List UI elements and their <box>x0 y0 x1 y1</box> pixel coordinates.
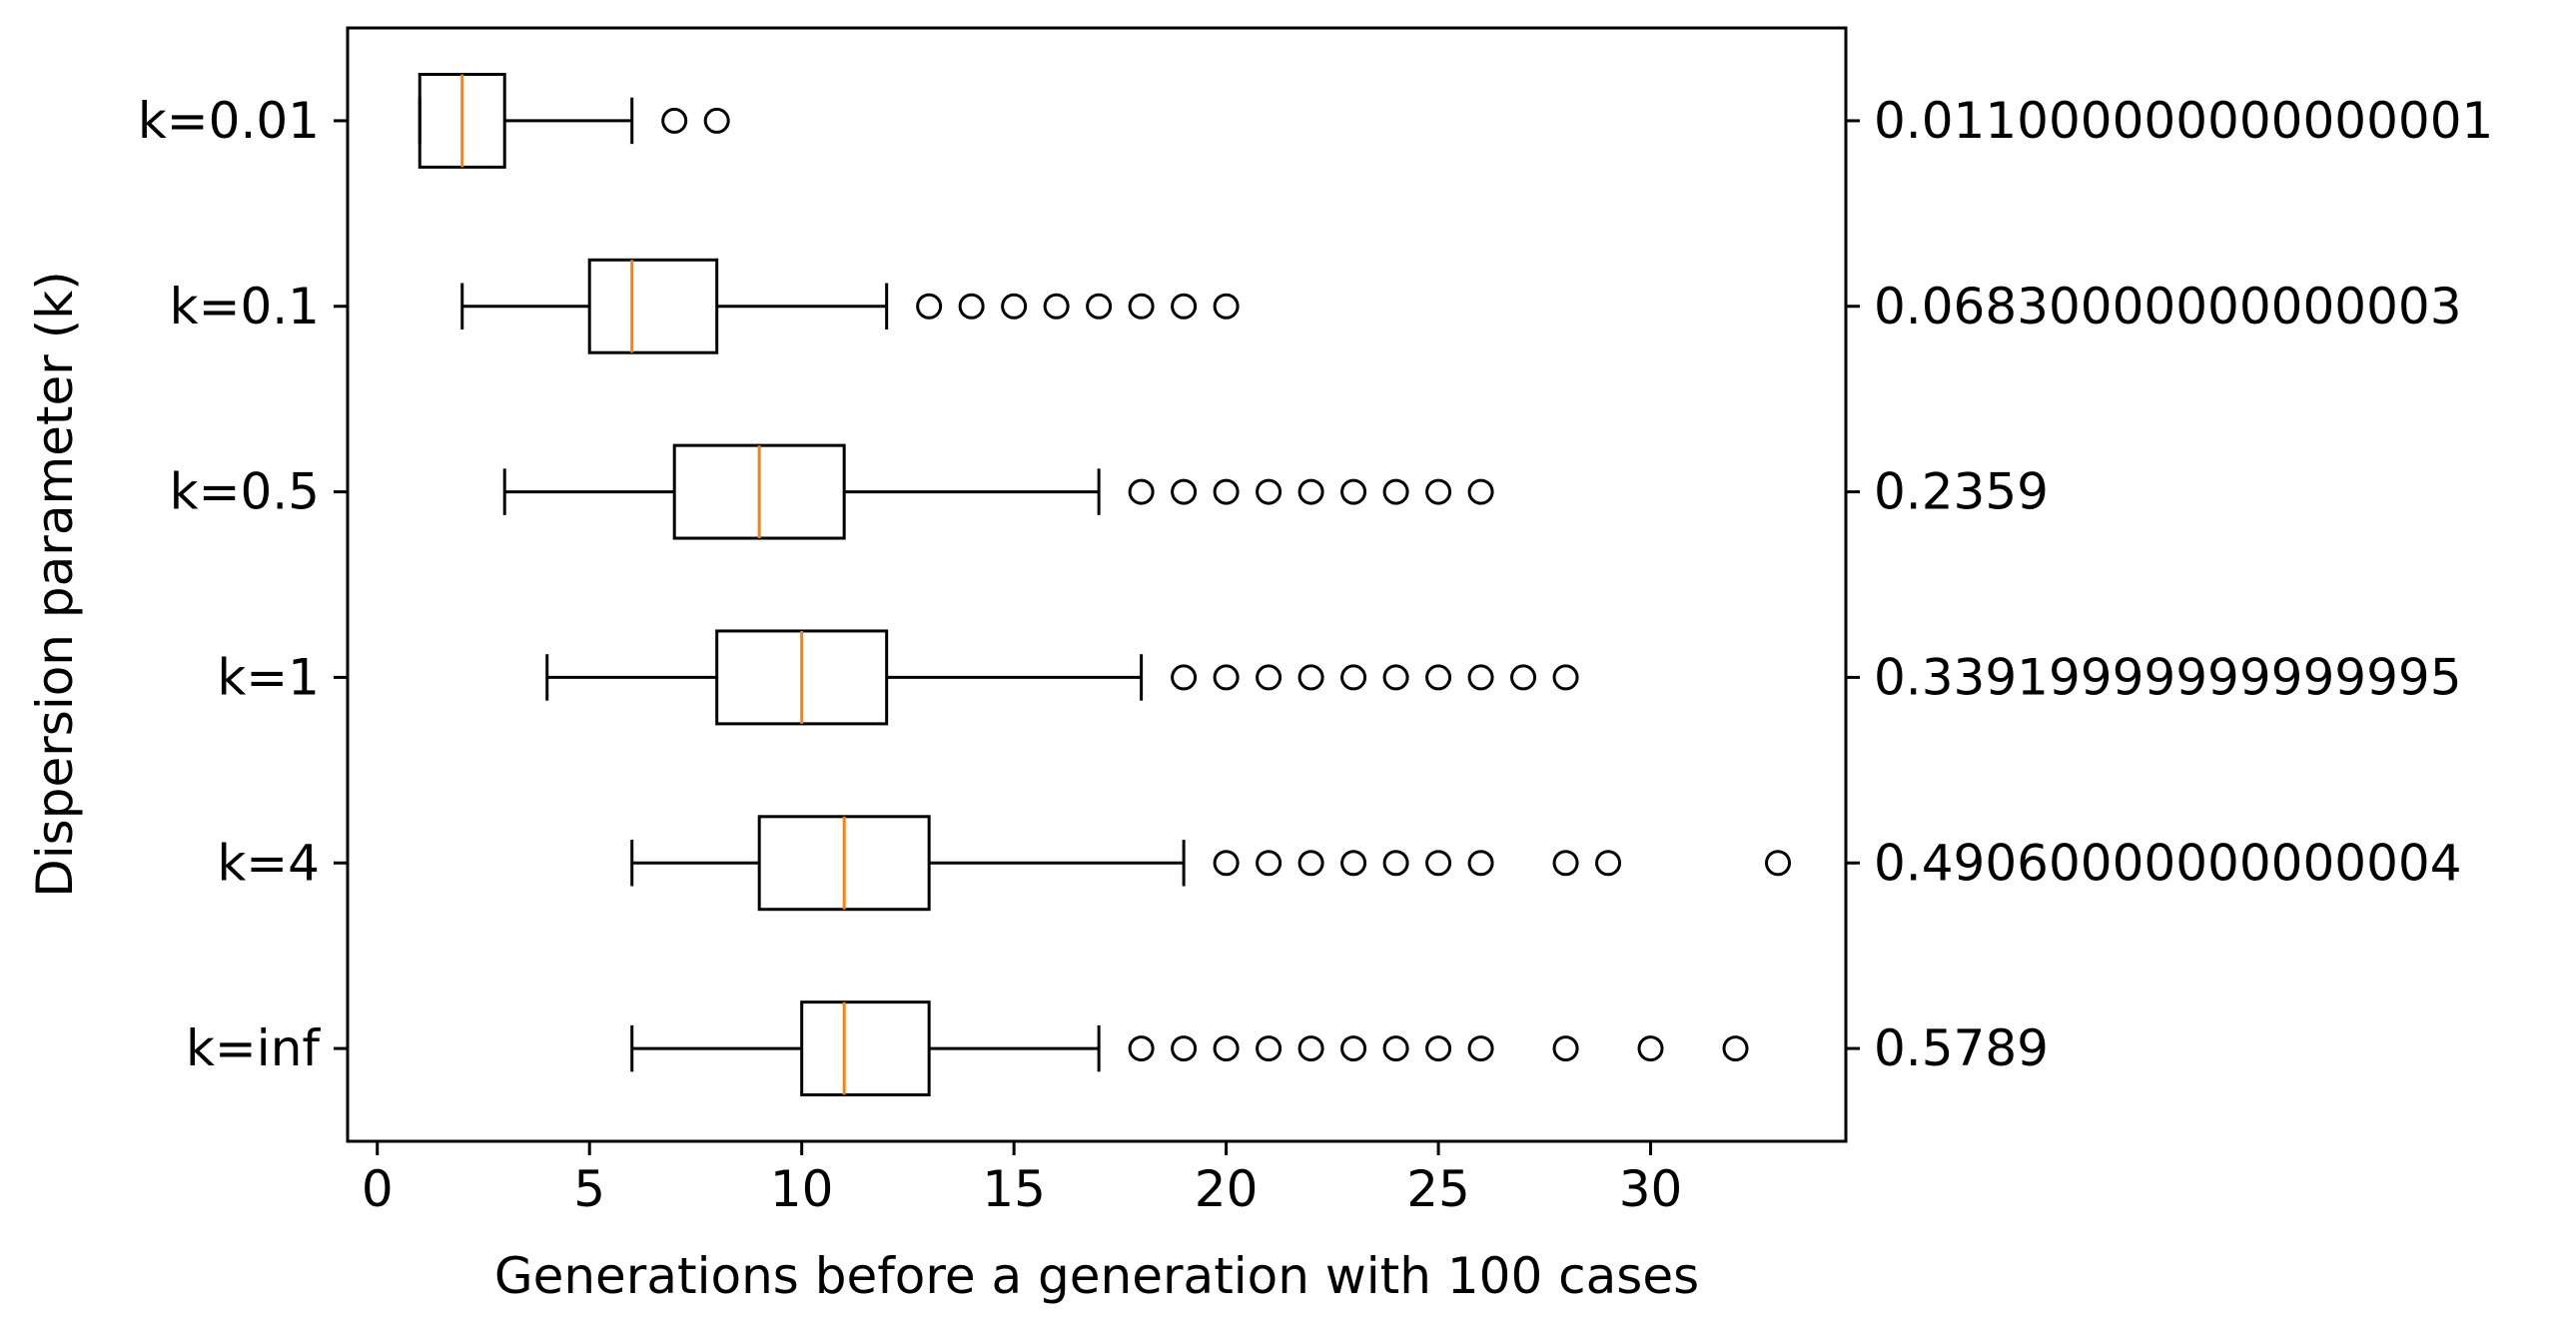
outlier-point <box>1382 478 1409 505</box>
y-tick-label: k=0.5 <box>170 463 320 521</box>
outlier-point <box>1256 850 1283 877</box>
outlier-point <box>1171 478 1198 505</box>
box-k=0.1 <box>460 258 1240 354</box>
outlier-point <box>1340 1035 1367 1062</box>
x-axis-label: Generations before a generation with 100… <box>494 1247 1699 1305</box>
outlier-point <box>1297 478 1324 505</box>
box-k=0.5 <box>502 443 1494 540</box>
right-tick-label: 0.49060000000000004 <box>1874 834 2462 892</box>
outlier-point <box>1595 850 1622 877</box>
outlier-point <box>1086 293 1113 320</box>
y-tick-label: k=1 <box>217 648 320 706</box>
box-k=4 <box>630 815 1792 912</box>
x-tick-label: 10 <box>770 1160 834 1218</box>
outlier-point <box>1552 850 1579 877</box>
outlier-point <box>1637 1035 1664 1062</box>
plot-area <box>418 72 1792 1097</box>
axes-frame <box>346 26 1848 1143</box>
outlier-point <box>1382 1035 1409 1062</box>
outlier-point <box>703 107 730 134</box>
outlier-point <box>1425 1035 1452 1062</box>
outlier-point <box>1340 478 1367 505</box>
outlier-point <box>1382 664 1409 691</box>
x-tick-label: 0 <box>362 1160 394 1218</box>
outlier-point <box>1043 293 1070 320</box>
outlier-point <box>1467 478 1494 505</box>
outlier-point <box>1340 850 1367 877</box>
y-tick-label: k=0.1 <box>170 278 320 335</box>
outlier-point <box>1213 1035 1240 1062</box>
outlier-point <box>1765 850 1792 877</box>
outlier-point <box>1171 664 1198 691</box>
outlier-point <box>1128 478 1155 505</box>
outlier-point <box>1425 478 1452 505</box>
outlier-point <box>1256 1035 1283 1062</box>
outlier-point <box>1171 293 1198 320</box>
iqr-box <box>587 258 719 354</box>
outlier-point <box>1213 850 1240 877</box>
outlier-point <box>1425 850 1452 877</box>
outlier-point <box>916 293 943 320</box>
outlier-point <box>1256 664 1283 691</box>
y-tick-label: k=inf <box>186 1019 321 1077</box>
box-k=inf <box>630 1000 1749 1097</box>
box-k=0.01 <box>418 72 730 169</box>
outlier-point <box>1467 1035 1494 1062</box>
right-tick-label: 0.33919999999999995 <box>1874 648 2462 706</box>
outlier-point <box>1552 1035 1579 1062</box>
right-tick-label: 0.06830000000000003 <box>1874 278 2462 335</box>
y-axis-left: k=0.01 k=0.1 k=0.5 k=1 k=4 k=inf <box>138 92 348 1077</box>
x-tick-label: 25 <box>1406 1160 1470 1218</box>
right-tick-label: 0.5789 <box>1874 1019 2049 1077</box>
x-tick-label: 20 <box>1195 1160 1259 1218</box>
outlier-point <box>1382 850 1409 877</box>
outlier-point <box>1510 664 1537 691</box>
outlier-point <box>1467 664 1494 691</box>
y-axis-right: 0.011000000000000001 0.06830000000000003 0… <box>1846 92 2493 1077</box>
outlier-point <box>1722 1035 1749 1062</box>
outlier-point <box>1213 478 1240 505</box>
outlier-point <box>1425 664 1452 691</box>
outlier-point <box>1552 664 1579 691</box>
x-tick-label: 15 <box>982 1160 1046 1218</box>
outlier-point <box>1467 850 1494 877</box>
outlier-point <box>1297 664 1324 691</box>
x-axis: 0 5 10 15 20 25 30 <box>362 1141 1683 1218</box>
outlier-point <box>661 107 688 134</box>
y-axis-label: Dispersion parameter (k) <box>26 271 84 897</box>
outlier-point <box>1213 664 1240 691</box>
y-tick-label: k=0.01 <box>138 92 320 150</box>
x-tick-label: 30 <box>1619 1160 1683 1218</box>
y-tick-label: k=4 <box>217 834 320 892</box>
outlier-point <box>1256 478 1283 505</box>
outlier-point <box>1297 850 1324 877</box>
box-k=1 <box>545 629 1579 726</box>
outlier-point <box>1128 293 1155 320</box>
x-tick-label: 5 <box>573 1160 605 1218</box>
right-tick-label: 0.011000000000000001 <box>1874 92 2493 150</box>
outlier-point <box>1213 293 1240 320</box>
outlier-point <box>1171 1035 1198 1062</box>
outlier-point <box>1001 293 1028 320</box>
outlier-point <box>1340 664 1367 691</box>
right-tick-label: 0.2359 <box>1874 463 2049 521</box>
outlier-point <box>958 293 985 320</box>
outlier-point <box>1297 1035 1324 1062</box>
outlier-point <box>1128 1035 1155 1062</box>
iqr-box <box>800 1000 931 1097</box>
